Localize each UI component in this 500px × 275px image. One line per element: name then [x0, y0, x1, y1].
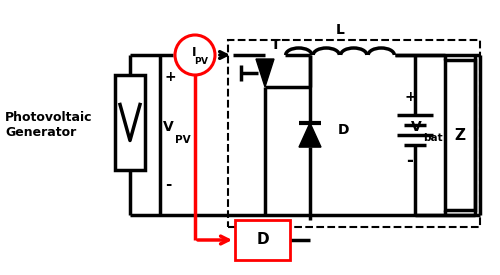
Bar	[115, 75, 145, 170]
Text: T: T	[271, 38, 280, 52]
Text: -: -	[165, 177, 172, 192]
Text: $\mathbf{PV}$: $\mathbf{PV}$	[194, 54, 210, 65]
Text: +: +	[404, 90, 416, 104]
Text: D: D	[338, 123, 349, 137]
Text: Photovoltaic
Generator: Photovoltaic Generator	[5, 111, 92, 139]
Text: $\mathbf{I}$: $\mathbf{I}$	[192, 45, 196, 59]
Bar	[235, 220, 290, 260]
Text: -: -	[406, 152, 414, 170]
Text: +: +	[165, 70, 176, 84]
Polygon shape	[256, 59, 274, 87]
Bar	[445, 60, 475, 210]
Bar	[228, 40, 480, 227]
Polygon shape	[299, 123, 321, 147]
Text: PV: PV	[175, 135, 190, 145]
Text: V: V	[163, 120, 174, 134]
Text: V: V	[411, 120, 422, 134]
Text: L: L	[336, 23, 344, 37]
Text: D: D	[256, 232, 269, 248]
Text: bat: bat	[423, 133, 442, 143]
Text: Z: Z	[454, 128, 466, 142]
